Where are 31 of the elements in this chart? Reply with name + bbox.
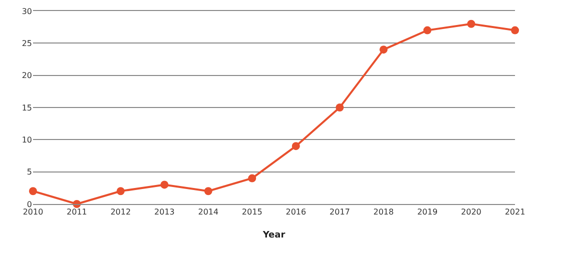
point xyxy=(511,26,519,34)
y-tick-label: 20 xyxy=(22,71,32,80)
point xyxy=(248,174,256,182)
x-tick-label: 2012 xyxy=(110,208,131,217)
y-tick-label: 5 xyxy=(26,168,32,177)
x-tick-label: 2019 xyxy=(417,208,438,217)
x-tick-label: 2013 xyxy=(154,208,175,217)
point xyxy=(380,46,388,54)
y-tick-label: 25 xyxy=(22,38,32,48)
y-tick-label: 10 xyxy=(22,135,32,144)
y-tick-label: 15 xyxy=(22,103,32,112)
x-tick-label: 2021 xyxy=(504,208,526,217)
point xyxy=(204,187,212,196)
x-tick-label: 2016 xyxy=(286,208,306,217)
point xyxy=(292,142,300,150)
y-tick-label: 0 xyxy=(26,200,32,209)
x-tick-label: 2014 xyxy=(198,208,218,217)
x-tick-label: 2020 xyxy=(461,208,482,217)
x-tick-label: 2010 xyxy=(22,208,44,217)
x-tick-label: 2018 xyxy=(373,208,394,217)
point xyxy=(336,104,344,112)
x-axis-title: Year xyxy=(262,230,286,240)
point xyxy=(467,20,476,28)
point xyxy=(29,187,37,196)
x-tick-label: 2011 xyxy=(66,208,87,217)
point xyxy=(423,26,432,34)
x-tick-label: 2015 xyxy=(242,208,262,217)
x-tick-label: 2017 xyxy=(330,208,350,217)
point xyxy=(116,187,125,196)
point xyxy=(160,180,168,189)
y-tick-label: 30 xyxy=(22,6,32,16)
